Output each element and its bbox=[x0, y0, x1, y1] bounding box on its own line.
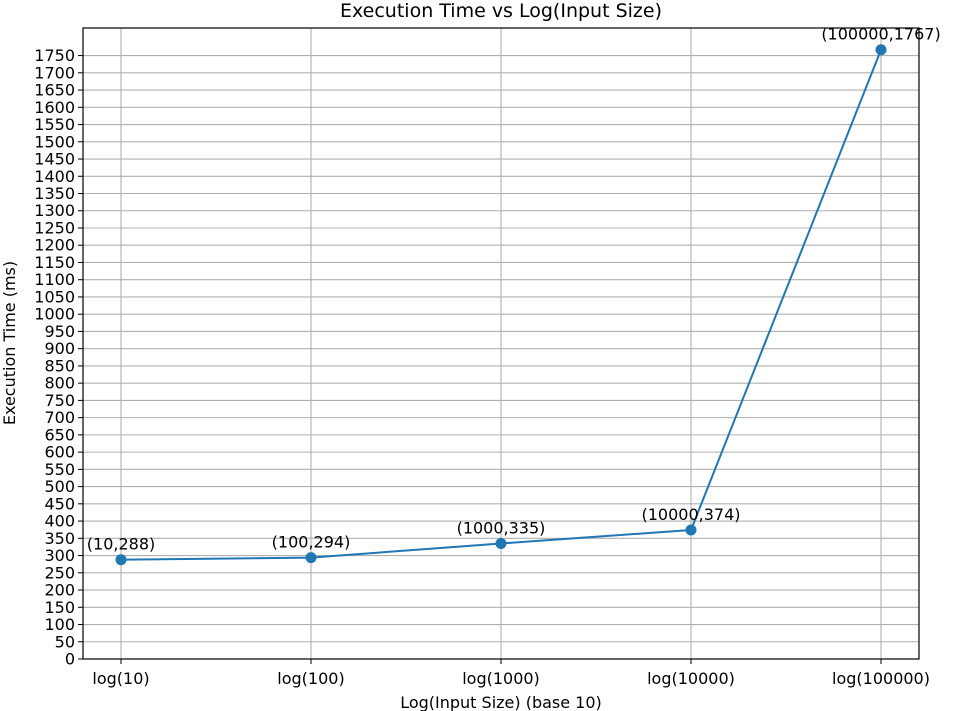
y-tick-label: 1450 bbox=[34, 150, 75, 169]
data-point bbox=[115, 554, 127, 566]
y-tick-label: 700 bbox=[44, 408, 75, 427]
data-label: (100000,1767) bbox=[821, 25, 940, 44]
y-tick-label: 600 bbox=[44, 443, 75, 462]
y-tick-label: 1700 bbox=[34, 63, 75, 82]
y-tick-label: 250 bbox=[44, 563, 75, 582]
series-layer bbox=[115, 44, 887, 566]
x-tick-label: log(100000) bbox=[832, 669, 930, 688]
y-tick-label: 1650 bbox=[34, 81, 75, 100]
y-tick-label: 800 bbox=[44, 374, 75, 393]
y-tick-label: 1150 bbox=[34, 253, 75, 272]
y-axis-label: Execution Time (ms) bbox=[0, 261, 19, 425]
y-tick-label: 300 bbox=[44, 546, 75, 565]
x-tick-label: log(100) bbox=[277, 669, 344, 688]
data-label: (10000,374) bbox=[641, 505, 740, 524]
y-tick-label: 400 bbox=[44, 512, 75, 531]
y-tick-label: 500 bbox=[44, 477, 75, 496]
y-tick-label: 100 bbox=[44, 615, 75, 634]
x-axis-ticks: log(10) log(100) log(1000) log(10000) log(10… bbox=[92, 659, 930, 688]
y-tick-label: 900 bbox=[44, 339, 75, 358]
y-tick-label: 1050 bbox=[34, 287, 75, 306]
data-point bbox=[685, 524, 697, 536]
x-tick-label: log(10000) bbox=[647, 669, 735, 688]
y-tick-label: 1600 bbox=[34, 98, 75, 117]
data-label: (10,288) bbox=[87, 535, 155, 554]
y-tick-label: 1400 bbox=[34, 167, 75, 186]
grid bbox=[83, 28, 919, 660]
y-tick-label: 450 bbox=[44, 494, 75, 513]
y-tick-label: 50 bbox=[55, 632, 75, 651]
y-tick-label: 0 bbox=[65, 650, 75, 669]
y-tick-label: 150 bbox=[44, 598, 75, 617]
y-tick-label: 1100 bbox=[34, 270, 75, 289]
y-tick-label: 750 bbox=[44, 391, 75, 410]
y-tick-label: 550 bbox=[44, 460, 75, 479]
y-tick-label: 1000 bbox=[34, 305, 75, 324]
y-tick-label: 350 bbox=[44, 529, 75, 548]
y-axis-ticks: 0501001502002503003504004505005506006507… bbox=[34, 46, 83, 669]
y-tick-label: 1300 bbox=[34, 201, 75, 220]
x-tick-label: log(10) bbox=[92, 669, 149, 688]
y-tick-label: 950 bbox=[44, 322, 75, 341]
y-tick-label: 1250 bbox=[34, 218, 75, 237]
plot-frame bbox=[82, 27, 920, 660]
data-label: (1000,335) bbox=[457, 518, 546, 537]
y-tick-label: 850 bbox=[44, 356, 75, 375]
point-labels: (10,288) (100,294) (1000,335) (10000,374) (1… bbox=[87, 25, 941, 554]
y-tick-label: 1200 bbox=[34, 236, 75, 255]
y-tick-label: 1500 bbox=[34, 132, 75, 151]
y-tick-label: 1550 bbox=[34, 115, 75, 134]
chart-title: Execution Time vs Log(Input Size) bbox=[340, 0, 662, 22]
y-tick-label: 200 bbox=[44, 581, 75, 600]
data-point bbox=[875, 44, 887, 56]
x-axis-label: Log(Input Size) (base 10) bbox=[400, 693, 602, 711]
data-label: (100,294) bbox=[272, 533, 351, 552]
data-point bbox=[495, 537, 507, 549]
data-point bbox=[305, 552, 317, 564]
y-tick-label: 1350 bbox=[34, 184, 75, 203]
y-tick-label: 1750 bbox=[34, 46, 75, 65]
y-tick-label: 650 bbox=[44, 425, 75, 444]
x-tick-label: log(1000) bbox=[462, 669, 540, 688]
